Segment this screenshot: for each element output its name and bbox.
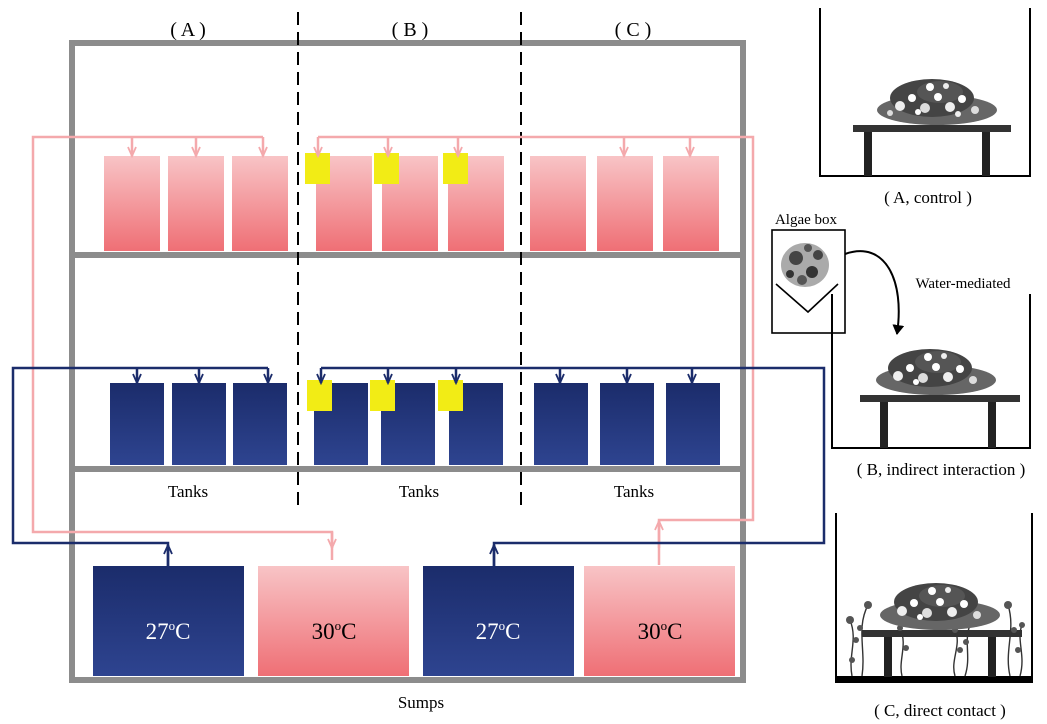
algae-clump (781, 243, 829, 287)
upper-tanks (104, 156, 719, 251)
cool-water-lines (11, 366, 826, 566)
tank (232, 156, 288, 251)
table-top (862, 630, 1022, 637)
sump-temp: 27oC (146, 618, 191, 644)
algae-fronds (849, 604, 1023, 677)
treatment-c-illustration (835, 513, 1033, 683)
coral-colony (876, 349, 996, 395)
sump-temp: 27oC (476, 618, 521, 644)
sump-temp-value: 27 (146, 619, 169, 644)
lower-tanks (110, 383, 720, 465)
water-mediated-label: Water-mediated (915, 276, 1011, 292)
sumps-label: Sumps (398, 693, 444, 712)
sump-temp: 30oC (638, 618, 683, 644)
sump-box (584, 566, 735, 676)
aquarium-outline (819, 8, 1031, 177)
treatment-a-caption: ( A, control ) (884, 188, 972, 207)
rack-frame (69, 40, 746, 683)
sump-temp-unit: C (341, 619, 356, 644)
table-leg (982, 132, 990, 176)
tanks-label-c: Tanks (614, 482, 654, 501)
tank (530, 156, 586, 251)
table-leg (884, 637, 892, 677)
table-top (860, 395, 1020, 402)
algae-box-marker (374, 153, 399, 184)
table-leg (864, 132, 872, 176)
tank (168, 156, 224, 251)
algae-box-marker (370, 380, 395, 411)
algae-box-funnel (775, 283, 839, 314)
tank (666, 383, 720, 465)
sump-box (423, 566, 574, 676)
algae-box-marker (305, 153, 330, 184)
algae-box-label: Algae box (775, 212, 838, 228)
treatment-b-caption: ( B, indirect interaction ) (857, 460, 1026, 479)
tanks-label-a: Tanks (168, 482, 208, 501)
table-top (853, 125, 1011, 132)
tank (600, 383, 654, 465)
section-label-c: ( C ) (615, 19, 652, 41)
sump-box (93, 566, 244, 676)
sump-temp-value: 30 (312, 619, 335, 644)
tank (233, 383, 287, 465)
degree-mark: o (335, 618, 342, 633)
section-label-a: ( A ) (170, 19, 206, 41)
algae-boxes (305, 153, 468, 411)
treatment-c-caption: ( C, direct contact ) (874, 701, 1006, 720)
tank (663, 156, 719, 251)
table-leg (988, 402, 996, 448)
sump-temp-value: 30 (638, 619, 661, 644)
algae-box-frame (771, 229, 846, 334)
tank (172, 383, 226, 465)
section-label-b: ( B ) (392, 19, 429, 41)
tank (597, 156, 653, 251)
sumps: 27oC 30oC 27oC 30oC (93, 566, 735, 676)
tank (534, 383, 588, 465)
table-leg (880, 402, 888, 448)
sump-temp: 30oC (312, 618, 357, 644)
tank (104, 156, 160, 251)
sump-temp-value: 27 (476, 619, 499, 644)
algae-box-marker (443, 153, 468, 184)
degree-mark: o (499, 618, 506, 633)
treatment-b-illustration: Algae box Water-mediated (771, 212, 1031, 449)
aquarium-floor (836, 676, 1032, 683)
sump-box (258, 566, 409, 676)
degree-mark: o (169, 618, 176, 633)
degree-mark: o (661, 618, 668, 633)
algae-box-marker (438, 380, 463, 411)
treatment-a-illustration (819, 8, 1031, 177)
tanks-label-b: Tanks (399, 482, 439, 501)
coral-colony (877, 79, 997, 125)
tank (110, 383, 164, 465)
coral-colony (880, 583, 1000, 630)
table-leg (988, 637, 996, 677)
sump-temp-unit: C (505, 619, 520, 644)
sump-temp-unit: C (175, 619, 190, 644)
aquarium-outline (831, 294, 1031, 449)
water-mediated-arrow (844, 250, 905, 335)
sump-temp-unit: C (667, 619, 682, 644)
algae-box-marker (307, 380, 332, 411)
